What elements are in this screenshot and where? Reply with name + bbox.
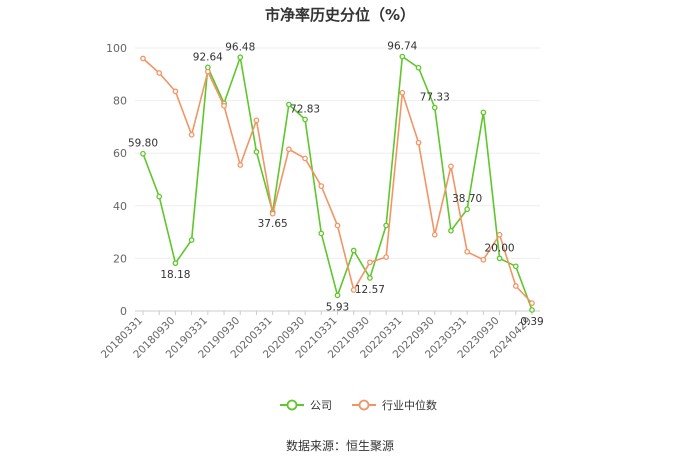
legend-label: 公司 bbox=[310, 399, 332, 412]
data-point bbox=[172, 88, 179, 95]
data-point bbox=[318, 183, 325, 189]
data-point bbox=[302, 116, 308, 123]
chart-title: 市净率历史分位（%） bbox=[264, 6, 416, 24]
legend-label: 行业中位数 bbox=[382, 398, 437, 412]
data-label: 0.39 bbox=[520, 316, 543, 328]
y-tick-label: 40 bbox=[113, 200, 127, 213]
data-point bbox=[383, 254, 389, 260]
data-point bbox=[237, 162, 244, 168]
data-source-note: 数据来源：恒生聚源 bbox=[285, 439, 394, 453]
data-point bbox=[512, 283, 519, 289]
series-line-1 bbox=[142, 57, 533, 304]
data-point bbox=[512, 263, 519, 270]
data-point bbox=[318, 230, 325, 237]
data-point bbox=[302, 155, 308, 162]
data-point bbox=[415, 64, 422, 71]
data-label: 37.65 bbox=[258, 218, 288, 230]
y-tick-label: 60 bbox=[113, 147, 127, 160]
data-point bbox=[464, 206, 471, 213]
data-label: 12.57 bbox=[355, 284, 385, 296]
data-point bbox=[253, 149, 260, 155]
data-point bbox=[253, 117, 260, 124]
data-point bbox=[269, 210, 276, 217]
data-point bbox=[496, 255, 503, 262]
data-point bbox=[529, 300, 535, 306]
data-label: 5.93 bbox=[326, 301, 349, 313]
data-point bbox=[367, 259, 373, 266]
legend-marker-icon bbox=[286, 399, 298, 411]
data-label: 77.33 bbox=[420, 92, 450, 104]
data-point bbox=[237, 54, 244, 61]
data-point bbox=[286, 101, 292, 108]
data-point bbox=[140, 55, 146, 62]
y-tick-label: 80 bbox=[113, 95, 127, 108]
data-label: 96.74 bbox=[387, 41, 417, 53]
data-point bbox=[350, 247, 357, 254]
data-point bbox=[334, 292, 341, 299]
data-point bbox=[399, 53, 406, 60]
data-point bbox=[431, 231, 438, 238]
data-point bbox=[156, 193, 163, 200]
data-point bbox=[334, 222, 341, 229]
data-point bbox=[480, 256, 487, 263]
data-point bbox=[431, 104, 438, 111]
data-point bbox=[367, 275, 373, 281]
data-point bbox=[188, 131, 195, 138]
legend-marker-icon bbox=[358, 399, 370, 411]
data-point bbox=[350, 287, 357, 293]
y-tick-label: 20 bbox=[113, 252, 127, 265]
data-point bbox=[140, 150, 146, 157]
data-point bbox=[496, 231, 503, 238]
data-label: 92.64 bbox=[193, 51, 223, 63]
data-point bbox=[448, 227, 454, 234]
data-point bbox=[188, 237, 195, 243]
data-label: 96.48 bbox=[225, 41, 255, 53]
data-label: 72.83 bbox=[290, 103, 320, 115]
data-label: 18.18 bbox=[160, 269, 190, 281]
data-point bbox=[480, 109, 487, 116]
data-point bbox=[415, 139, 422, 146]
data-point bbox=[156, 70, 163, 76]
data-label: 38.70 bbox=[452, 193, 482, 205]
data-point bbox=[383, 222, 389, 229]
data-point bbox=[529, 307, 535, 313]
data-point bbox=[448, 163, 454, 170]
data-point bbox=[204, 68, 211, 75]
data-point bbox=[399, 89, 406, 96]
data-point bbox=[221, 103, 227, 109]
y-tick-label: 0 bbox=[120, 305, 127, 318]
data-label: 59.80 bbox=[128, 138, 158, 150]
y-tick-label: 100 bbox=[106, 42, 127, 55]
data-label: 20.00 bbox=[485, 242, 515, 254]
data-point bbox=[172, 260, 179, 267]
data-point bbox=[464, 248, 471, 255]
data-point bbox=[286, 146, 292, 153]
